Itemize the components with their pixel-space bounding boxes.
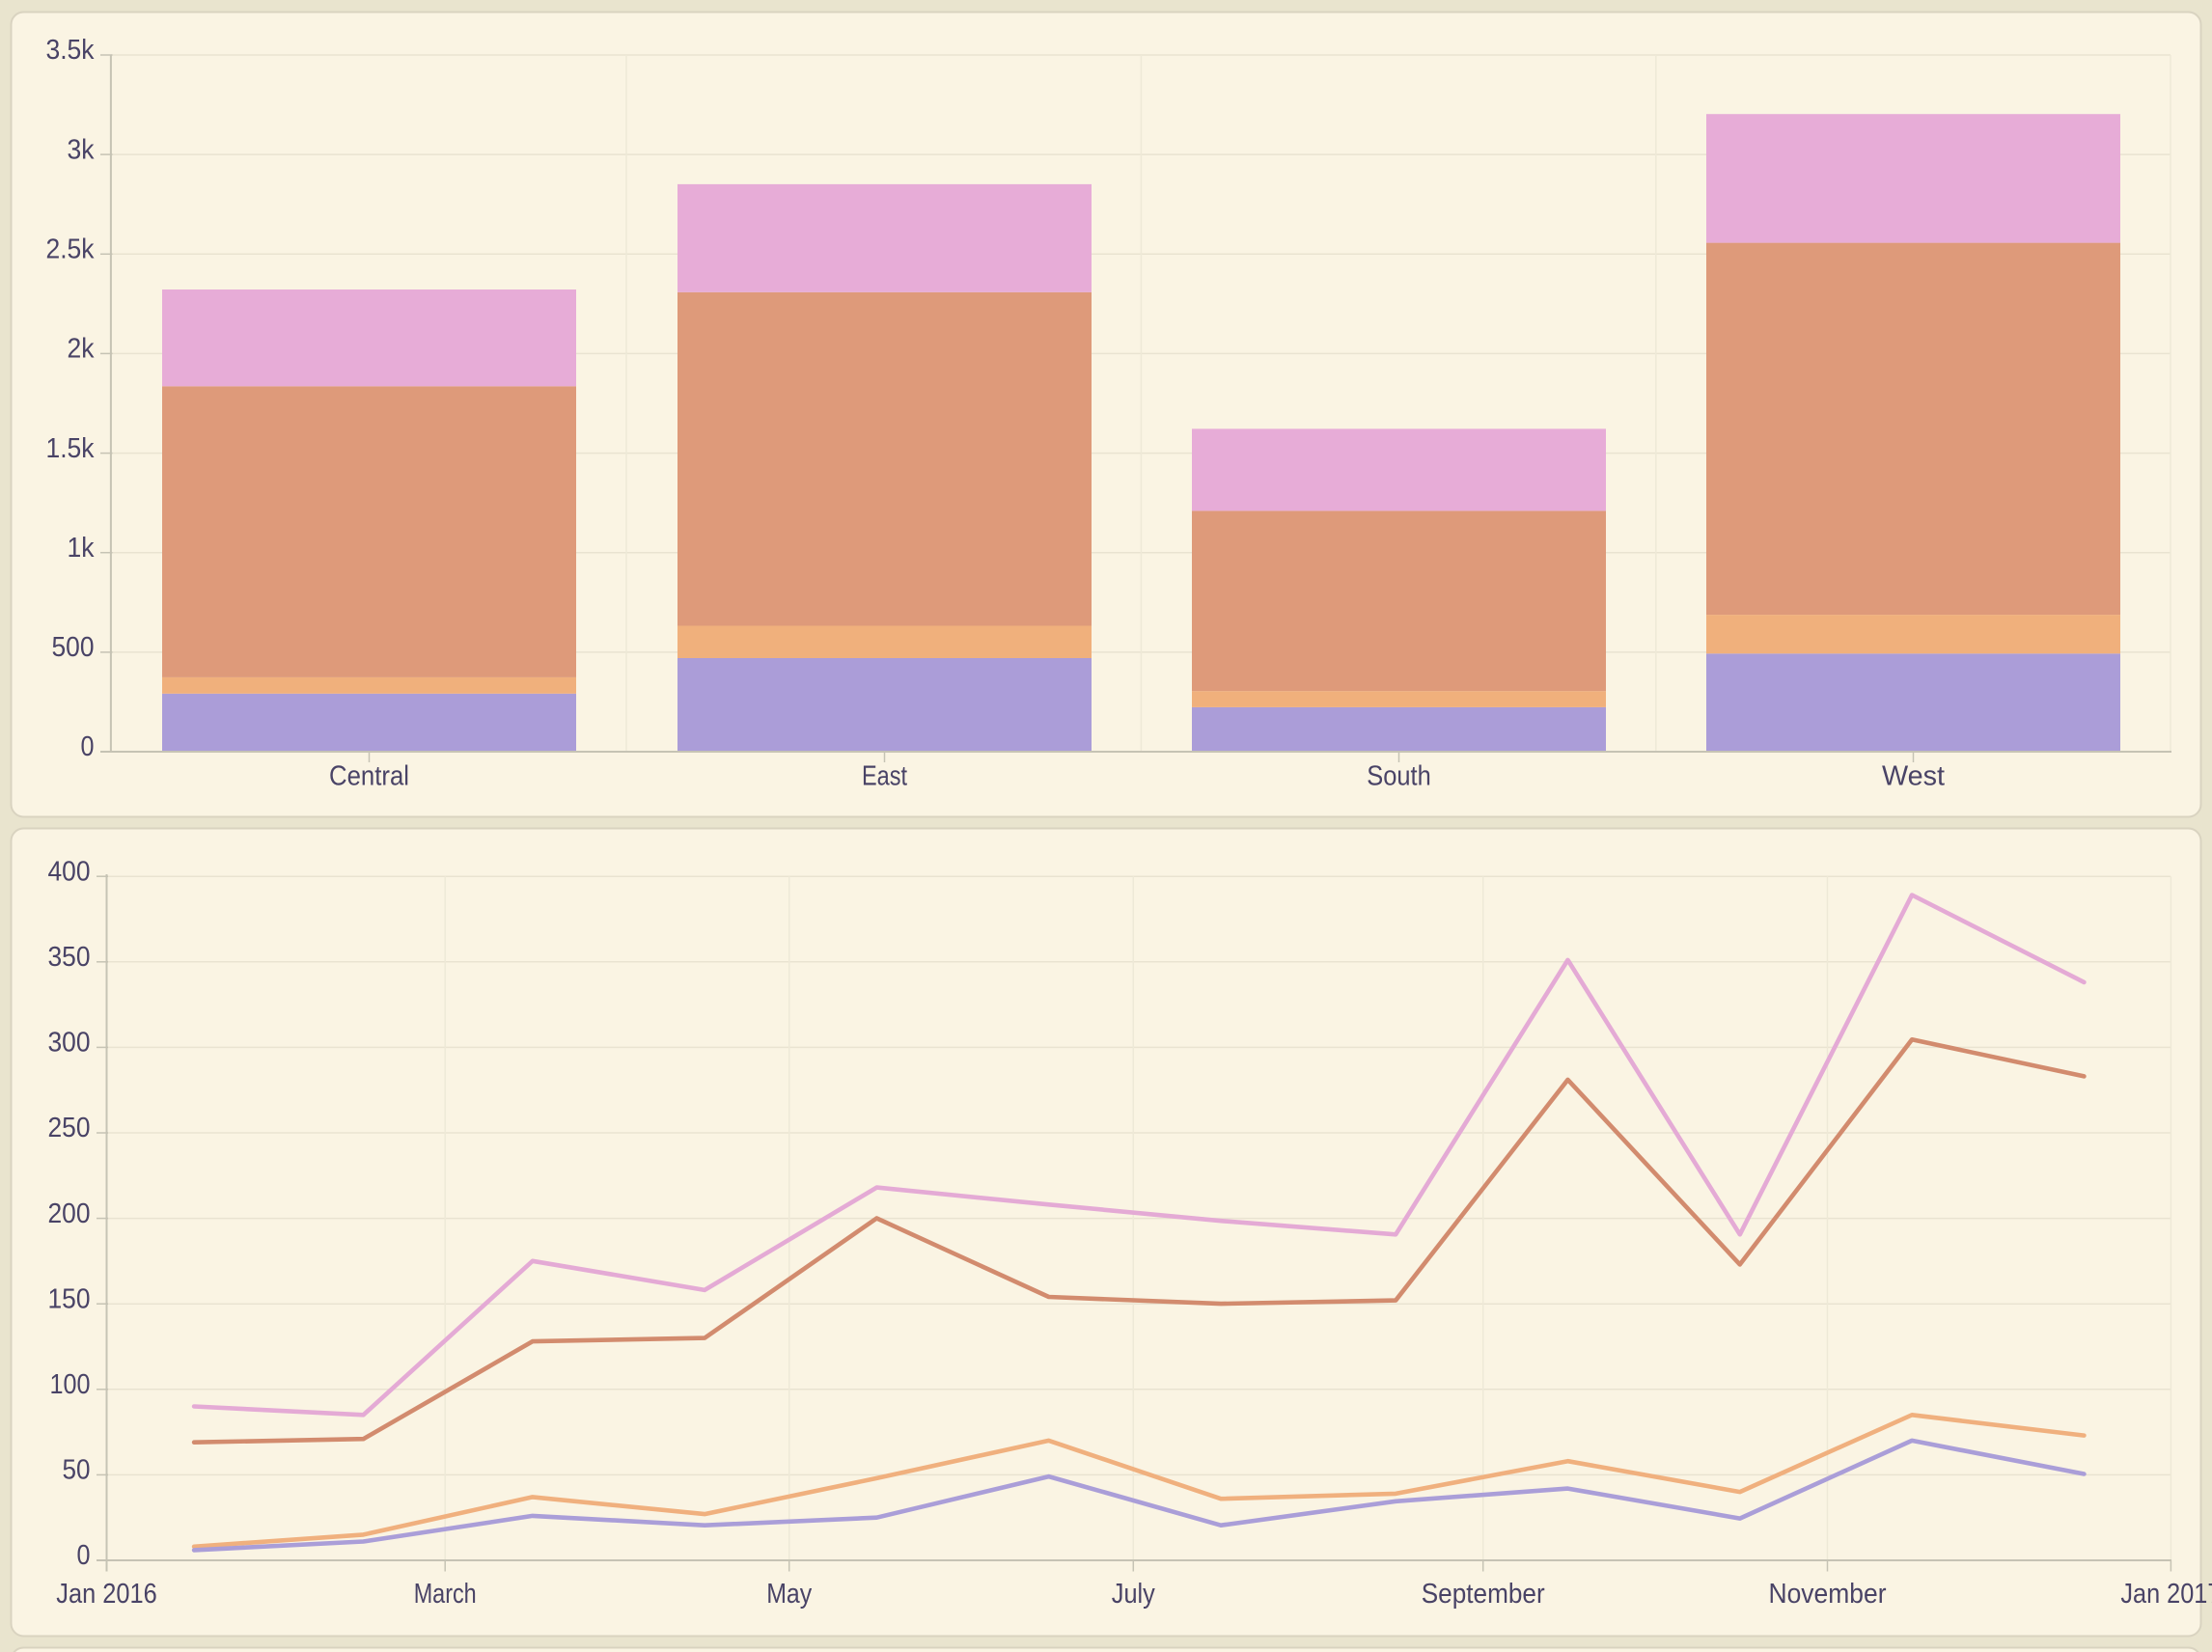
svg-text:West: West: [1882, 761, 1945, 792]
svg-text:2.5k: 2.5k: [46, 234, 96, 265]
svg-text:50: 50: [63, 1455, 91, 1486]
svg-text:350: 350: [48, 942, 91, 973]
svg-text:March: March: [414, 1579, 477, 1610]
svg-text:Central: Central: [329, 761, 409, 792]
svg-text:Jan 2017: Jan 2017: [2120, 1579, 2212, 1610]
svg-text:July: July: [1112, 1579, 1156, 1610]
svg-text:1k: 1k: [68, 533, 96, 564]
svg-text:May: May: [766, 1579, 813, 1610]
svg-text:November: November: [1769, 1579, 1887, 1610]
svg-text:300: 300: [48, 1028, 91, 1059]
svg-text:400: 400: [48, 856, 91, 887]
svg-text:1.5k: 1.5k: [46, 433, 96, 464]
svg-text:September: September: [1422, 1579, 1545, 1610]
svg-text:100: 100: [50, 1369, 91, 1400]
svg-text:0: 0: [81, 731, 95, 762]
svg-text:250: 250: [48, 1113, 91, 1143]
svg-text:2k: 2k: [68, 334, 96, 365]
svg-text:Jan 2016: Jan 2016: [56, 1579, 156, 1610]
svg-text:South: South: [1367, 761, 1431, 792]
svg-text:3.5k: 3.5k: [46, 35, 96, 66]
svg-text:3k: 3k: [68, 134, 96, 165]
svg-text:East: East: [862, 761, 907, 792]
svg-text:150: 150: [48, 1283, 91, 1314]
svg-text:200: 200: [48, 1198, 91, 1229]
svg-text:500: 500: [52, 632, 95, 663]
svg-text:0: 0: [77, 1540, 91, 1571]
